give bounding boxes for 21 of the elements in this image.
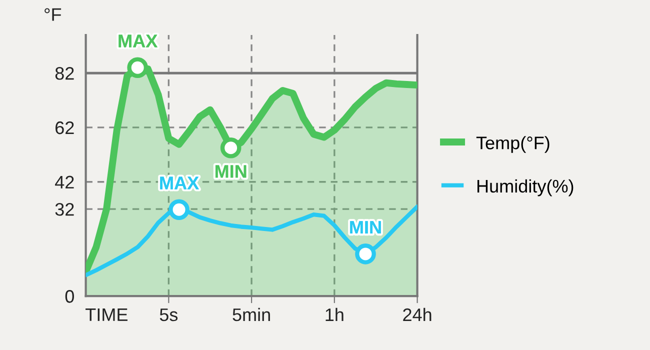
x-axis-title: TIME: [86, 308, 128, 321]
x-tick-label: 5s: [160, 308, 178, 322]
legend-label: Temp(°F): [476, 136, 550, 153]
x-tick-label: 1h: [326, 308, 344, 321]
x-tick-label: 5min: [232, 308, 270, 322]
y-tick-label: 0: [65, 290, 74, 303]
y-tick-label: 42: [55, 176, 74, 188]
point: [355, 244, 376, 264]
annotation: MAX: [118, 34, 158, 48]
point: [127, 57, 148, 78]
y-tick-label: 32: [55, 203, 74, 216]
x-tick-label: 24h: [403, 308, 432, 321]
point: [168, 199, 190, 220]
y-axis-title: °F: [44, 8, 62, 21]
legend-label: Humidity(%): [477, 179, 574, 196]
annotation: MIN: [215, 165, 246, 178]
y-tick-label: 82: [55, 67, 74, 80]
annotation: MIN: [350, 221, 381, 234]
point: [220, 137, 242, 158]
annotation: MAX: [160, 176, 199, 190]
y-tick-label: 62: [56, 121, 74, 134]
